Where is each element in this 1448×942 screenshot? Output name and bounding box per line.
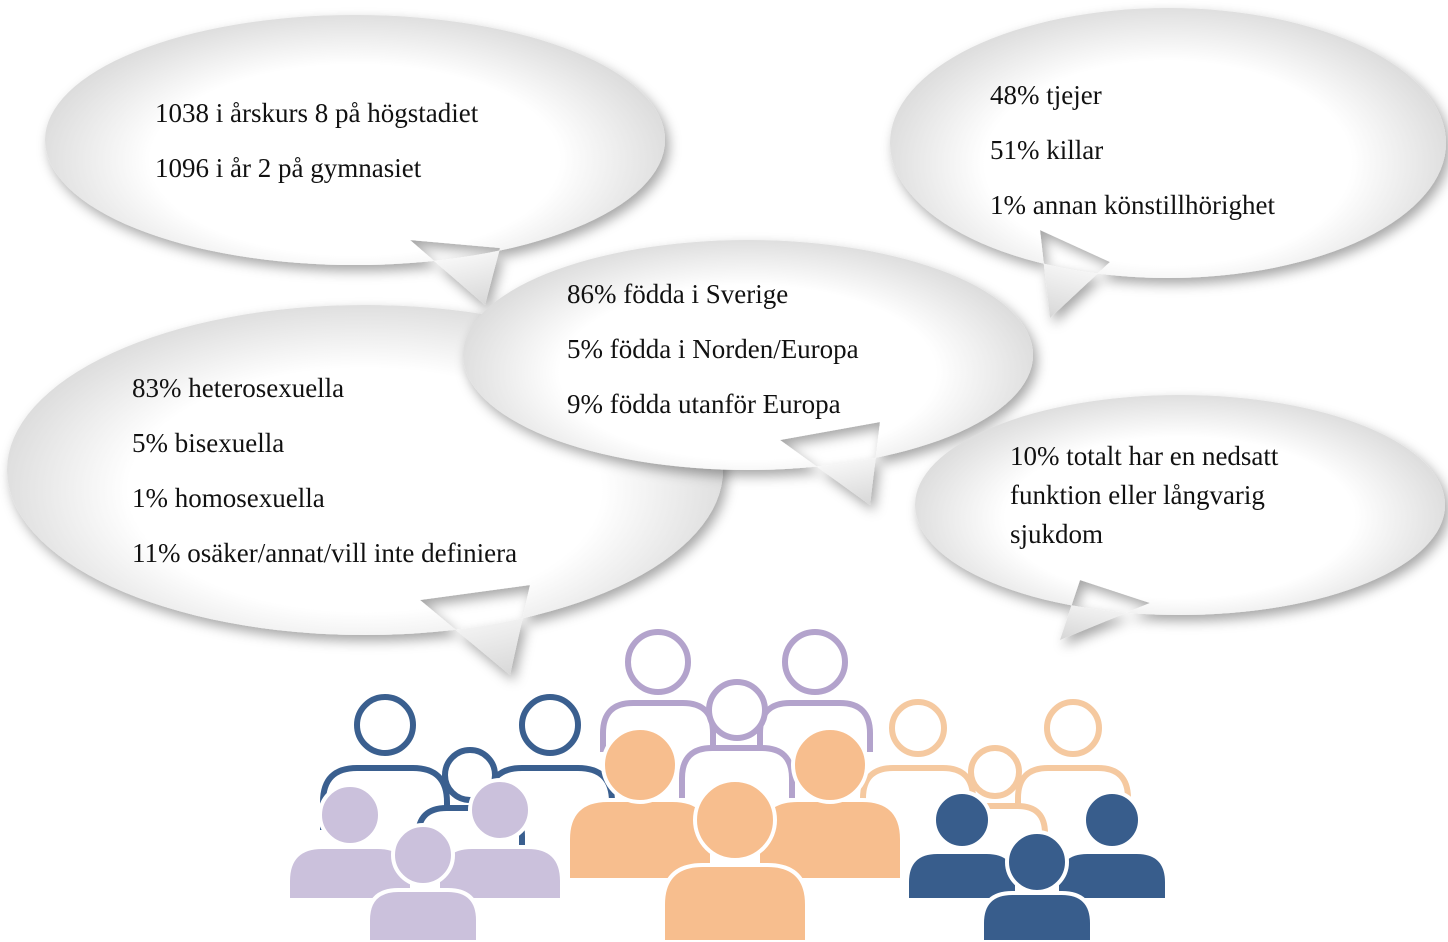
bubble-text: 9% födda utanför Europa bbox=[567, 391, 841, 418]
page: 1038 i årskurs 8 på högstadiet 1096 i år… bbox=[0, 0, 1448, 942]
person-head bbox=[793, 728, 867, 802]
bubble-text: 5% födda i Norden/Europa bbox=[567, 336, 859, 363]
person-head bbox=[1047, 702, 1099, 754]
speech-bubble bbox=[890, 8, 1446, 318]
person-head bbox=[695, 780, 775, 860]
person-head bbox=[320, 785, 380, 845]
person-head bbox=[603, 728, 677, 802]
person-head bbox=[522, 697, 578, 753]
person-head bbox=[1007, 832, 1067, 892]
bubble-text: 1038 i årskurs 8 på högstadiet bbox=[155, 100, 478, 127]
person-body bbox=[982, 893, 1092, 942]
person-body bbox=[368, 890, 478, 942]
bubble-text: 1% annan könstillhörighet bbox=[990, 192, 1275, 219]
people bbox=[288, 632, 1167, 942]
person-head bbox=[709, 682, 765, 738]
person-body bbox=[663, 865, 807, 942]
bubble-text: 1% homosexuella bbox=[132, 485, 325, 512]
bubble-text: 86% födda i Sverige bbox=[567, 281, 788, 308]
person-head bbox=[934, 792, 990, 848]
bubble-text: 51% killar bbox=[990, 137, 1103, 164]
person-head bbox=[892, 702, 944, 754]
bubble-text: 1096 i år 2 på gymnasiet bbox=[155, 155, 421, 182]
person-head bbox=[357, 697, 413, 753]
bubble-text: 11% osäker/annat/vill inte definiera bbox=[132, 540, 517, 567]
person-head bbox=[628, 632, 688, 692]
person-head bbox=[971, 748, 1019, 796]
bubble-text: 48% tjejer bbox=[990, 82, 1102, 109]
person-head bbox=[1084, 792, 1140, 848]
bubble-text: 83% heterosexuella bbox=[132, 375, 344, 402]
bubble-text: 10% totalt har en nedsatt funktion eller… bbox=[1010, 437, 1340, 554]
person-head bbox=[785, 632, 845, 692]
person-head bbox=[393, 825, 453, 885]
person-head bbox=[470, 780, 530, 840]
bubble-text: 5% bisexuella bbox=[132, 430, 284, 457]
